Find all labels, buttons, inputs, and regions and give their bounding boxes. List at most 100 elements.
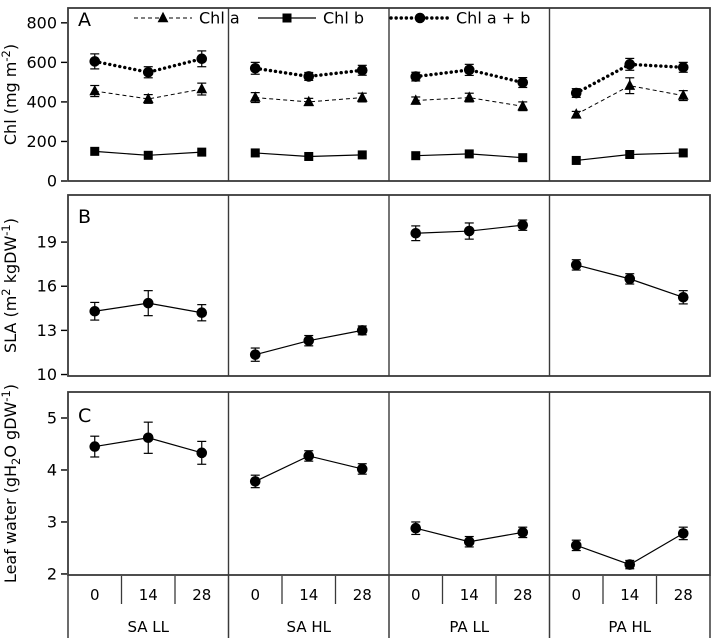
- legend-label: Chl b: [323, 9, 364, 28]
- chl_b-marker-square: [90, 146, 100, 156]
- leaf_water-marker-circle: [624, 559, 636, 570]
- legend-label: Chl a: [199, 9, 240, 28]
- x-tick-label: 28: [353, 586, 372, 604]
- x-tick-label: 14: [299, 586, 318, 604]
- y-tick-label: 0: [47, 172, 57, 191]
- sla-marker-circle: [249, 349, 261, 360]
- chl_a-marker-triangle: [89, 84, 101, 96]
- leaf_water-marker-circle: [517, 527, 529, 538]
- series-sla: [89, 219, 689, 362]
- y-tick-label: 200: [26, 132, 57, 151]
- leaf_water-marker-circle: [356, 463, 368, 475]
- chl_a-marker-triangle: [517, 100, 529, 111]
- legend-label: Chl a + b: [456, 9, 530, 28]
- panel-letter: C: [78, 405, 91, 427]
- y-tick-label: 4: [47, 460, 57, 479]
- chl_ab-legend-marker-circle: [414, 12, 426, 24]
- chl_ab-marker-circle: [196, 53, 208, 65]
- sla-marker-circle: [89, 305, 101, 317]
- y-tick-label: 5: [47, 408, 57, 427]
- chl_b-marker-square: [625, 150, 635, 160]
- leaf_water-marker-circle: [89, 441, 101, 452]
- sla-marker-circle: [142, 297, 154, 309]
- chl_ab-line: [414, 68, 525, 85]
- y-tick-label: 400: [26, 92, 57, 111]
- leaf_water-marker-circle: [570, 540, 582, 551]
- chl_b-marker-square: [250, 148, 260, 158]
- chl_b-marker-square: [464, 149, 474, 159]
- chl_b-marker-square: [143, 150, 153, 160]
- group-label: PA HL: [608, 618, 651, 636]
- chl_a-marker-triangle: [303, 95, 315, 107]
- sla-marker-circle: [517, 219, 529, 231]
- chl_ab-marker-circle: [463, 64, 475, 76]
- x-tick-label: 14: [139, 586, 158, 604]
- y-tick-label: 3: [47, 512, 57, 531]
- panel-A: 0 200 400 600 800 A Chl a Chl b Chl a + b: [26, 7, 711, 191]
- sla-marker-circle: [624, 273, 636, 285]
- panel-letter: A: [78, 9, 91, 31]
- series-leaf_water: [89, 421, 689, 570]
- y-tick-label: 800: [26, 13, 57, 32]
- chl_a-legend-marker-triangle: [157, 11, 169, 23]
- chl_a-marker-triangle: [463, 91, 475, 102]
- x-tick-label: 14: [620, 586, 639, 604]
- y-axis-label: SLA (m2 kgDW-1): [0, 218, 20, 353]
- legend-item-chl_ab: Chl a + b: [389, 9, 530, 28]
- legend-item-chl_b: Chl b: [258, 9, 364, 28]
- leaf_water-marker-circle: [410, 522, 422, 534]
- chl_a-marker-triangle: [570, 108, 582, 119]
- series-chl_ab: [89, 50, 689, 99]
- series-chl_b: [90, 146, 688, 165]
- chl_ab-marker-circle: [517, 77, 529, 88]
- x-tick-label: 28: [192, 586, 211, 604]
- sla-marker-circle: [410, 227, 422, 239]
- x-tick-label: 0: [250, 586, 260, 604]
- chl_ab-marker-circle: [303, 71, 315, 82]
- group-label: PA LL: [449, 618, 489, 636]
- x-tick-label: 28: [513, 586, 532, 604]
- y-tick-label: 10: [37, 365, 57, 384]
- chl_a-line: [255, 97, 363, 103]
- panel-letter: B: [78, 206, 91, 228]
- chl_b-legend-marker-square: [282, 13, 292, 23]
- panel-B: 10 13 16 19 B: [37, 194, 711, 384]
- chl_a-marker-triangle: [410, 94, 422, 105]
- x-tick-label: 14: [460, 586, 479, 604]
- chl_ab-marker-circle: [142, 66, 154, 78]
- chl_ab-marker-circle: [624, 59, 636, 70]
- leaf_water-marker-circle: [142, 432, 154, 444]
- sla-marker-circle: [463, 225, 475, 237]
- sla-marker-circle: [356, 325, 368, 336]
- leaf_water-marker-circle: [677, 528, 689, 539]
- chl_a-marker-triangle: [677, 89, 689, 100]
- chl_ab-marker-circle: [410, 71, 422, 82]
- chl_b-marker-square: [571, 155, 581, 165]
- group-label: SA HL: [287, 618, 332, 636]
- chl_a-line: [415, 97, 523, 107]
- y-tick-label: 19: [37, 233, 57, 252]
- legend-item-chl_a: Chl a: [134, 9, 240, 28]
- chl_a-marker-triangle: [142, 92, 154, 104]
- leaf_water-marker-circle: [249, 476, 261, 487]
- series-chl_a: [89, 77, 689, 119]
- chl_b-marker-square: [678, 148, 688, 158]
- y-tick-label: 2: [47, 564, 57, 583]
- leaf_water-marker-circle: [463, 536, 475, 548]
- panel-C: 2 3 4 5 C: [47, 391, 711, 583]
- chl_a-marker-triangle: [624, 79, 636, 90]
- chl_b-marker-square: [197, 147, 207, 157]
- chl_ab-marker-circle: [570, 87, 582, 99]
- y-tick-label: 16: [37, 277, 57, 296]
- chl_b-marker-square: [304, 151, 314, 161]
- sla-marker-circle: [570, 259, 582, 271]
- x-tick-label: 0: [90, 586, 100, 604]
- leaf_water-marker-circle: [196, 447, 208, 459]
- chl_b-marker-square: [357, 150, 367, 160]
- legend: Chl a Chl b Chl a + b: [134, 9, 530, 28]
- group-label: SA LL: [127, 618, 169, 636]
- chl_a-marker-triangle: [356, 91, 368, 102]
- sla-marker-circle: [196, 307, 208, 319]
- y-tick-label: 13: [37, 321, 57, 340]
